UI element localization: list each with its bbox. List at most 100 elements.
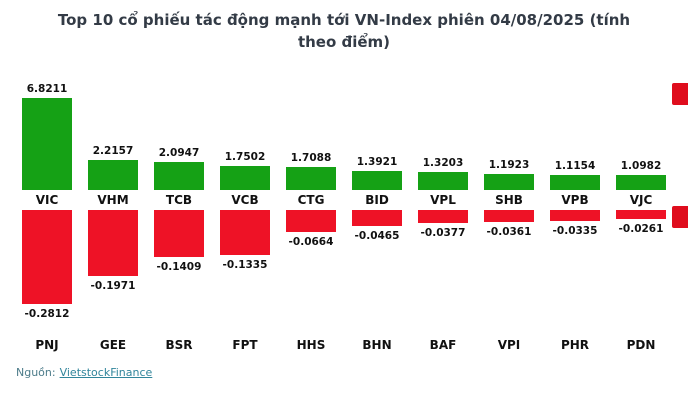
chart-column: 1.7088 CTG -0.0664	[278, 74, 344, 322]
negative-zone: -0.1335	[212, 209, 278, 322]
positive-value-label: 1.3921	[356, 155, 398, 168]
negative-ticker-label: PHR	[560, 337, 590, 352]
negative-zone: -0.0465	[344, 209, 410, 322]
positive-zone: 1.1923	[476, 74, 542, 190]
chart-column: 2.0947 TCB -0.1409	[146, 74, 212, 322]
positive-ticker-label: TCB	[165, 192, 193, 207]
negative-zone: -0.0377	[410, 209, 476, 322]
source-link[interactable]: VietstockFinance	[59, 365, 153, 379]
edge-marker-top	[672, 83, 688, 105]
positive-ticker-label: SHB	[495, 192, 523, 207]
positive-zone: 1.3203	[410, 74, 476, 190]
positive-value-label: 2.0947	[158, 146, 200, 159]
impact-chart: 6.8211 VIC -0.2812 2.2157 VHM -0.1971 2.0947 TC…	[14, 74, 674, 352]
positive-value-label: 6.8211	[26, 82, 68, 95]
negative-ticker-label: BSR	[165, 337, 193, 352]
chart-column: 1.3203 VPL -0.0377	[410, 74, 476, 322]
chart-column: 1.3921 BID -0.0465	[344, 74, 410, 322]
negative-bar	[88, 209, 138, 276]
positive-value-label: 1.1923	[488, 158, 530, 171]
chart-column: 1.1923 SHB -0.0361	[476, 74, 542, 322]
chart-column: 1.0982 VJC -0.0261	[608, 74, 674, 322]
positive-zone: 1.1154	[542, 74, 608, 190]
positive-value-label: 1.0982	[620, 159, 662, 172]
positive-ticker-label: BID	[365, 192, 389, 207]
positive-zone: 2.2157	[80, 74, 146, 190]
negative-zone: -0.1409	[146, 209, 212, 322]
chart-column: 1.1154 VPB -0.0335	[542, 74, 608, 322]
positive-bar	[550, 174, 600, 190]
negative-bar	[484, 209, 534, 222]
chart-columns: 6.8211 VIC -0.2812 2.2157 VHM -0.1971 2.0947 TC…	[14, 74, 674, 322]
positive-ticker-label: VCB	[231, 192, 259, 207]
positive-value-label: 1.3203	[422, 156, 464, 169]
chart-column: 6.8211 VIC -0.2812	[14, 74, 80, 322]
positive-bar	[220, 165, 270, 190]
negative-ticker-label: PDN	[626, 337, 656, 352]
negative-ticker-label: BHN	[362, 337, 392, 352]
positive-zone: 6.8211	[14, 74, 80, 190]
negative-zone: -0.0261	[608, 209, 674, 322]
negative-value-label: -0.0361	[486, 225, 532, 238]
positive-value-label: 2.2157	[92, 144, 134, 157]
positive-zone: 2.0947	[146, 74, 212, 190]
positive-ticker-label: VHM	[97, 192, 129, 207]
negative-bar	[154, 209, 204, 257]
negative-value-label: -0.1971	[90, 279, 136, 292]
negative-value-label: -0.1409	[156, 260, 202, 273]
positive-bar	[286, 166, 336, 190]
negative-zone: -0.0664	[278, 209, 344, 322]
negative-bar	[352, 209, 402, 226]
edge-marker-bottom	[672, 206, 688, 228]
positive-zone: 1.3921	[344, 74, 410, 190]
positive-value-label: 1.1154	[554, 159, 596, 172]
positive-ticker-label: VPB	[561, 192, 589, 207]
chart-title: Top 10 cổ phiếu tác động mạnh tới VN-Ind…	[57, 11, 631, 51]
positive-zone: 1.7088	[278, 74, 344, 190]
negative-value-label: -0.2812	[24, 307, 70, 320]
negative-ticker-label: PNJ	[35, 337, 59, 352]
negative-value-label: -0.0664	[288, 235, 334, 248]
positive-bar	[88, 159, 138, 190]
negative-zone: -0.1971	[80, 209, 146, 322]
positive-bar	[484, 173, 534, 190]
negative-value-label: -0.0261	[618, 222, 664, 235]
negative-ticker-label: BAF	[429, 337, 457, 352]
positive-bar	[22, 97, 72, 190]
negative-ticker-label: FPT	[232, 337, 258, 352]
negative-bar	[550, 209, 600, 221]
negative-value-label: -0.0335	[552, 224, 598, 237]
positive-ticker-label: VJC	[629, 192, 653, 207]
positive-ticker-label: CTG	[297, 192, 325, 207]
negative-zone: -0.0335	[542, 209, 608, 322]
negative-bar	[418, 209, 468, 223]
positive-zone: 1.0982	[608, 74, 674, 190]
negative-bar	[22, 209, 72, 304]
bottom-ticker-row: PNJ GEE BSR FPT HHS BHN BAF VPI PHR PDN	[14, 338, 674, 352]
source-prefix: Nguồn:	[16, 365, 56, 379]
positive-value-label: 1.7502	[224, 150, 266, 163]
source-line: Nguồn: VietstockFinance	[16, 366, 688, 379]
positive-bar	[616, 174, 666, 190]
negative-zone: -0.2812	[14, 209, 80, 322]
positive-bar	[154, 161, 204, 190]
negative-zone: -0.0361	[476, 209, 542, 322]
negative-bar	[220, 209, 270, 255]
positive-zone: 1.7502	[212, 74, 278, 190]
negative-ticker-label: GEE	[99, 337, 127, 352]
chart-column: 1.7502 VCB -0.1335	[212, 74, 278, 322]
negative-bar	[286, 209, 336, 232]
negative-ticker-label: VPI	[497, 337, 521, 352]
chart-page: Top 10 cổ phiếu tác động mạnh tới VN-Ind…	[0, 10, 688, 379]
positive-ticker-label: VPL	[430, 192, 456, 207]
negative-ticker-label: HHS	[296, 337, 326, 352]
positive-ticker-label: VIC	[35, 192, 59, 207]
positive-bar	[418, 171, 468, 190]
positive-bar	[352, 170, 402, 190]
negative-value-label: -0.0465	[354, 229, 400, 242]
positive-value-label: 1.7088	[290, 151, 332, 164]
negative-bar	[616, 209, 666, 219]
chart-column: 2.2157 VHM -0.1971	[80, 74, 146, 322]
negative-value-label: -0.1335	[222, 258, 268, 271]
negative-value-label: -0.0377	[420, 226, 466, 239]
